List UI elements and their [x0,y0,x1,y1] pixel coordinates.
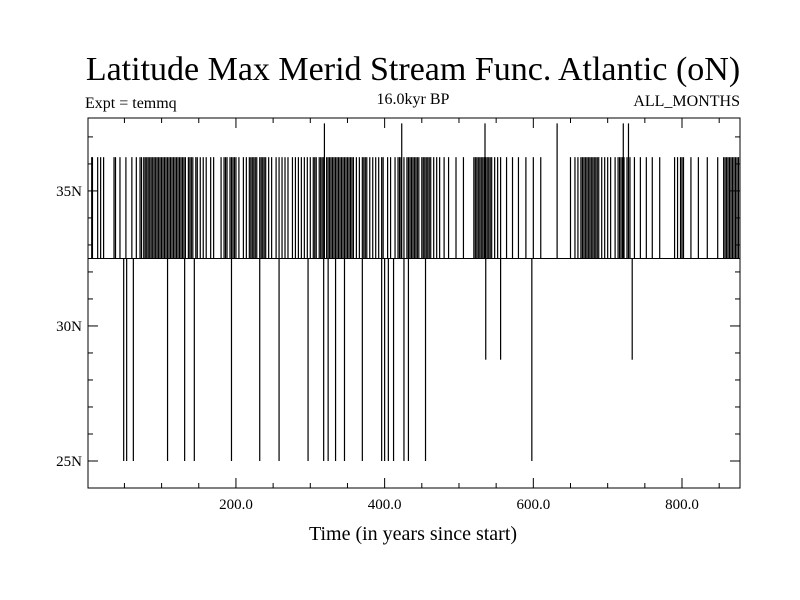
x-axis: 200.0 400.0 600.0 800.0 [123,118,720,513]
x-tick-label: 200.0 [219,497,253,513]
chart-title: Latitude Max Merid Stream Func. Atlantic… [86,51,740,88]
months-label: ALL_MONTHS [633,93,740,110]
y-tick-label: 25N [56,454,82,470]
x-tick-label: 600.0 [516,497,550,513]
period-label: 16.0kyr BP [377,91,450,108]
x-tick-label: 400.0 [368,497,402,513]
y-axis: 25N 30N 35N [56,136,740,489]
y-tick-label: 30N [56,319,82,335]
x-axis-label: Time (in years since start) [309,523,517,545]
experiment-label: Expt = temmq [85,95,177,112]
x-tick-label: 800.0 [665,497,699,513]
plot-frame [87,117,741,489]
y-tick-label: 35N [56,184,82,200]
series-group [88,123,740,461]
